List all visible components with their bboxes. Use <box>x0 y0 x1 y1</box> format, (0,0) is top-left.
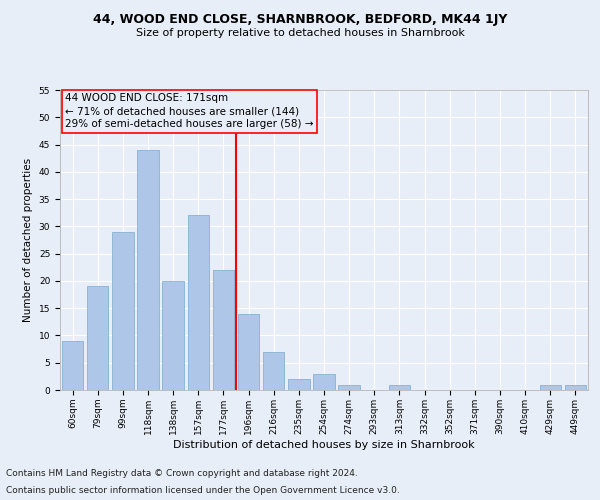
X-axis label: Distribution of detached houses by size in Sharnbrook: Distribution of detached houses by size … <box>173 440 475 450</box>
Bar <box>163 281 184 390</box>
Bar <box>213 270 234 390</box>
Bar <box>338 384 360 390</box>
Text: Contains HM Land Registry data © Crown copyright and database right 2024.: Contains HM Land Registry data © Crown c… <box>6 468 358 477</box>
Text: 44, WOOD END CLOSE, SHARNBROOK, BEDFORD, MK44 1JY: 44, WOOD END CLOSE, SHARNBROOK, BEDFORD,… <box>93 12 507 26</box>
Text: Size of property relative to detached houses in Sharnbrook: Size of property relative to detached ho… <box>136 28 464 38</box>
Text: Contains public sector information licensed under the Open Government Licence v3: Contains public sector information licen… <box>6 486 400 495</box>
Bar <box>238 314 259 390</box>
Bar <box>539 384 561 390</box>
Bar <box>62 341 83 390</box>
Bar <box>87 286 109 390</box>
Y-axis label: Number of detached properties: Number of detached properties <box>23 158 33 322</box>
Bar <box>565 384 586 390</box>
Bar <box>188 216 209 390</box>
Bar <box>313 374 335 390</box>
Bar <box>389 384 410 390</box>
Text: 44 WOOD END CLOSE: 171sqm
← 71% of detached houses are smaller (144)
29% of semi: 44 WOOD END CLOSE: 171sqm ← 71% of detac… <box>65 93 314 130</box>
Bar <box>288 379 310 390</box>
Bar <box>263 352 284 390</box>
Bar <box>112 232 134 390</box>
Bar <box>137 150 158 390</box>
